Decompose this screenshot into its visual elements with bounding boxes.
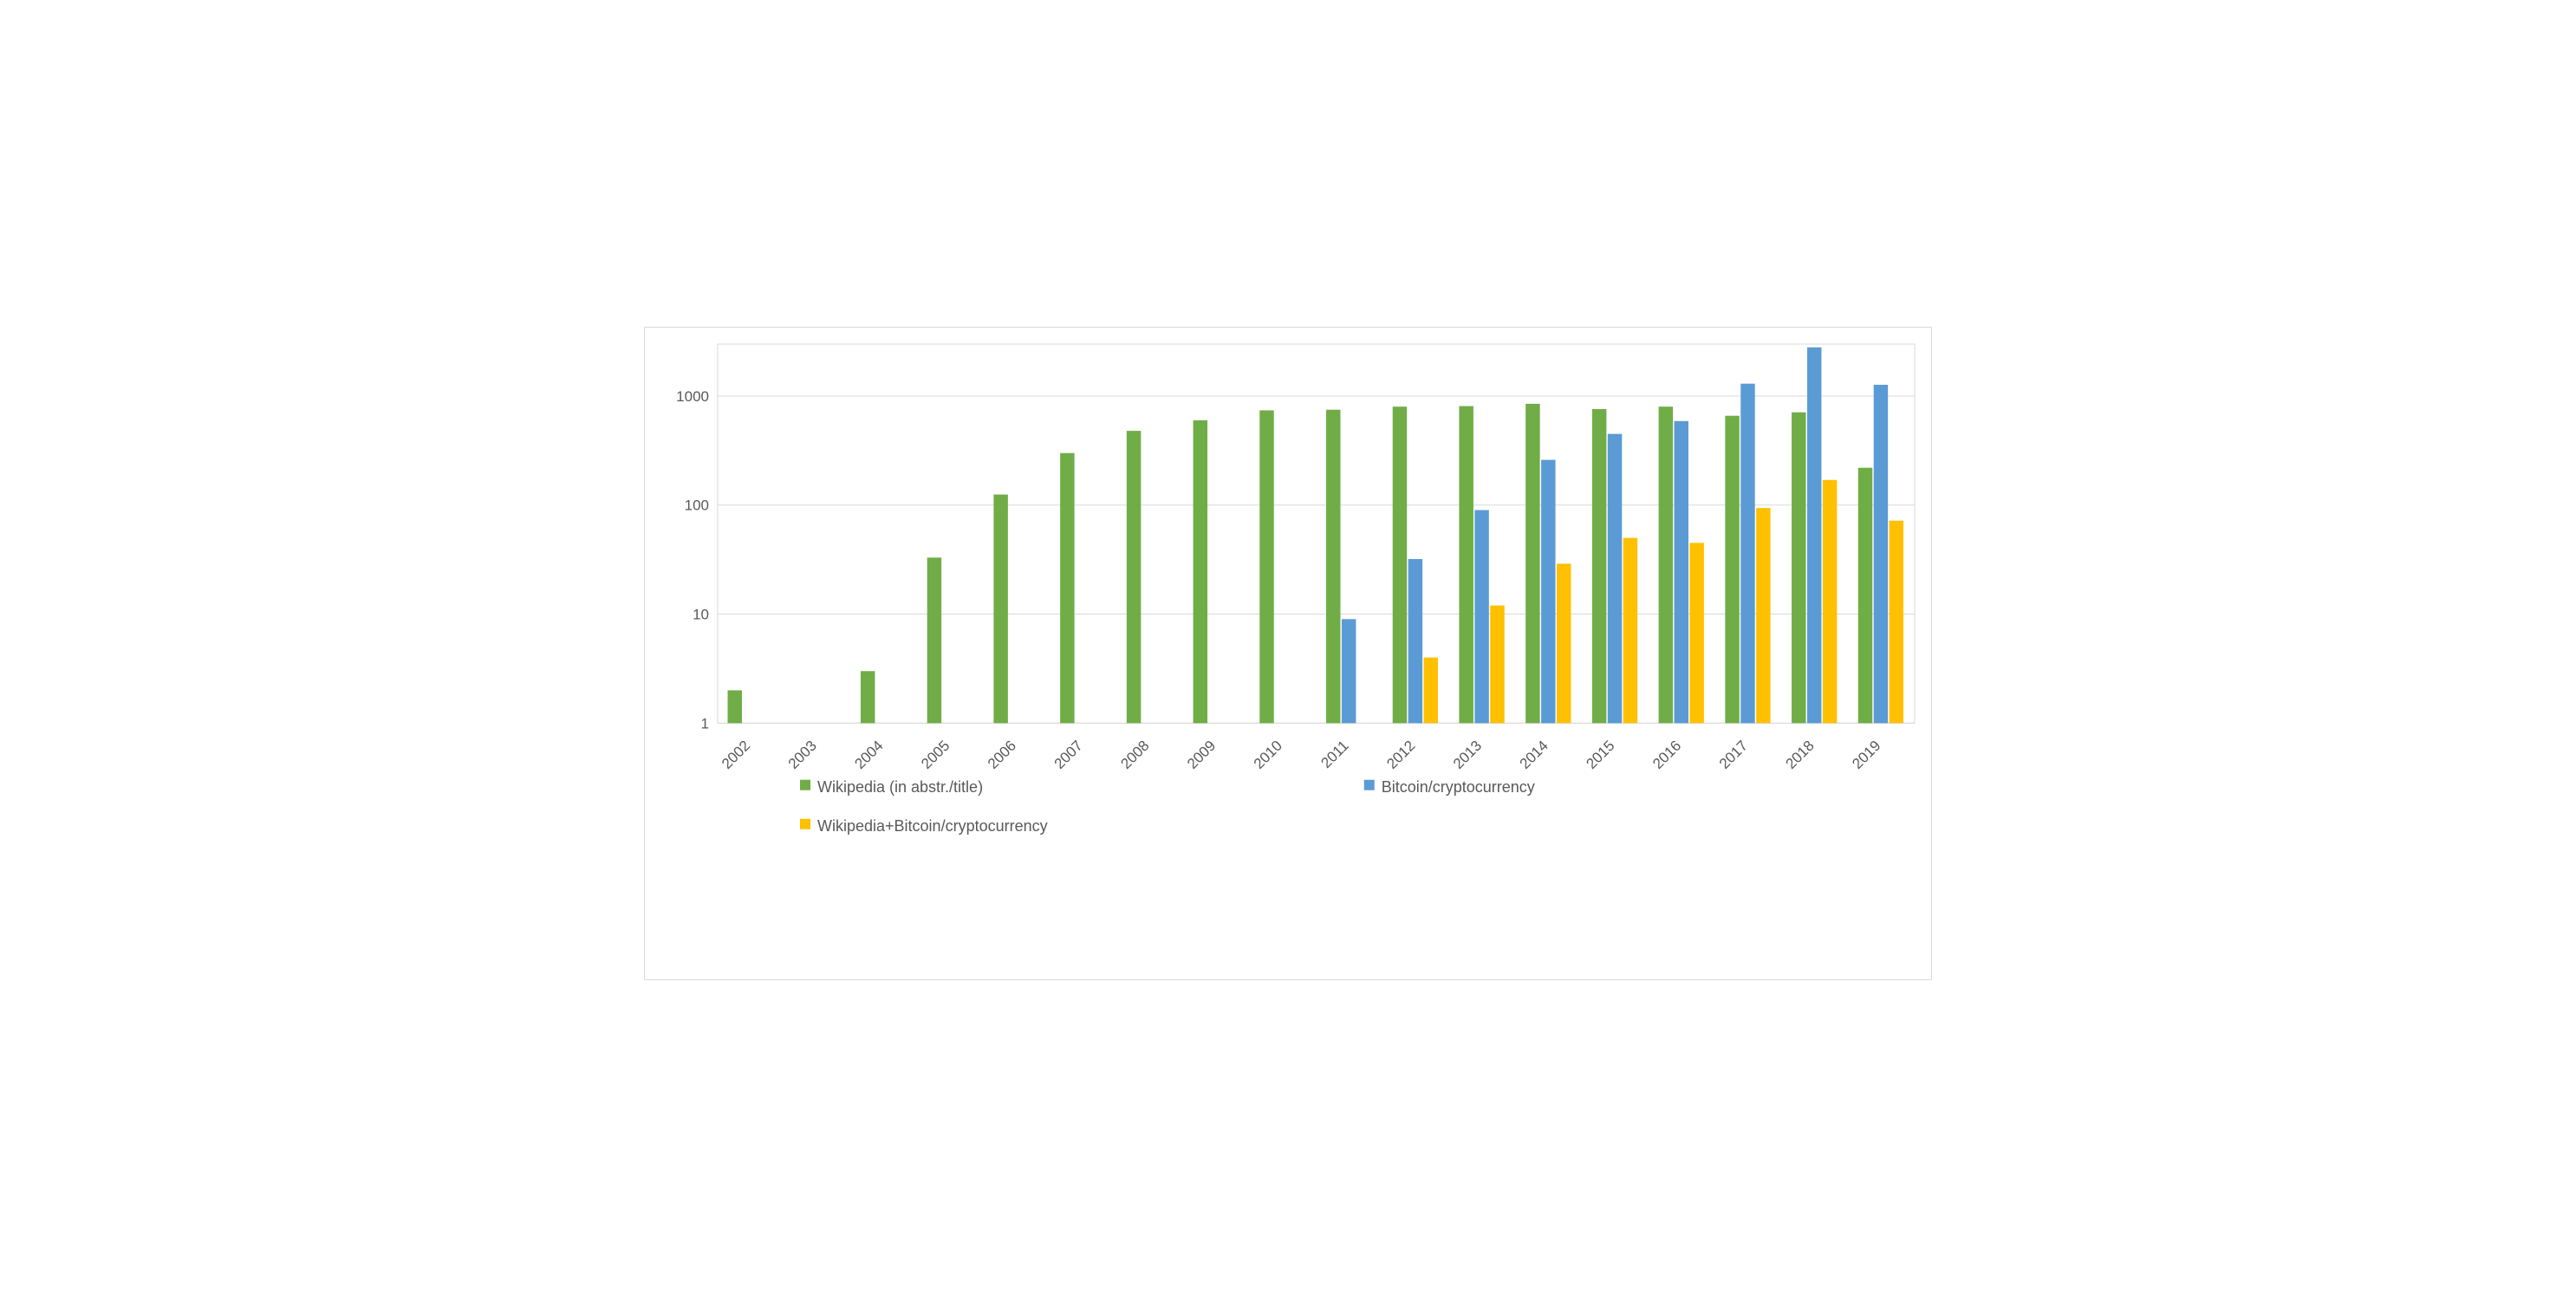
bar (1490, 606, 1504, 724)
legend-label: Wikipedia+Bitcoin/cryptocurrency (817, 817, 1048, 835)
bar (1623, 538, 1637, 724)
bar (1858, 468, 1872, 724)
bar (1659, 406, 1673, 723)
bar (1740, 384, 1754, 724)
bar (1592, 409, 1606, 723)
bar-chart: 1101001000200220032004200520062007200820… (644, 327, 1932, 980)
y-tick-label: 1000 (676, 388, 709, 405)
y-tick-label: 10 (693, 606, 709, 622)
bar (1408, 559, 1422, 723)
bar (1807, 348, 1821, 724)
bar (1424, 658, 1438, 724)
bar (1675, 421, 1688, 723)
bar (1474, 510, 1488, 724)
bar (1792, 413, 1805, 724)
bar (1259, 410, 1273, 723)
bar (1459, 406, 1473, 724)
bar (728, 690, 742, 723)
bar (1823, 480, 1837, 724)
bar (1756, 508, 1770, 723)
bar (1689, 543, 1703, 723)
legend-swatch (800, 819, 810, 829)
bar (1874, 385, 1888, 723)
y-tick-label: 1 (701, 715, 709, 732)
y-tick-label: 100 (685, 497, 709, 514)
legend-swatch (800, 780, 810, 790)
bar (1342, 619, 1356, 723)
bar (1060, 453, 1074, 724)
bar (1326, 410, 1340, 724)
bar (1541, 460, 1555, 724)
bar (1557, 563, 1571, 723)
bar (993, 495, 1007, 724)
bar (1127, 431, 1141, 723)
legend-label: Wikipedia (in abstr./title) (817, 778, 983, 796)
bar (1393, 406, 1407, 723)
bar (1725, 416, 1739, 724)
chart-container: 1101001000200220032004200520062007200820… (644, 327, 1932, 980)
bar (1608, 434, 1622, 724)
legend-swatch (1364, 780, 1375, 790)
legend-label: Bitcoin/cryptocurrency (1382, 778, 1535, 796)
bar (927, 557, 941, 723)
bar (1194, 420, 1207, 723)
bar (1525, 404, 1539, 723)
bar (861, 671, 875, 723)
bar (1890, 521, 1903, 724)
